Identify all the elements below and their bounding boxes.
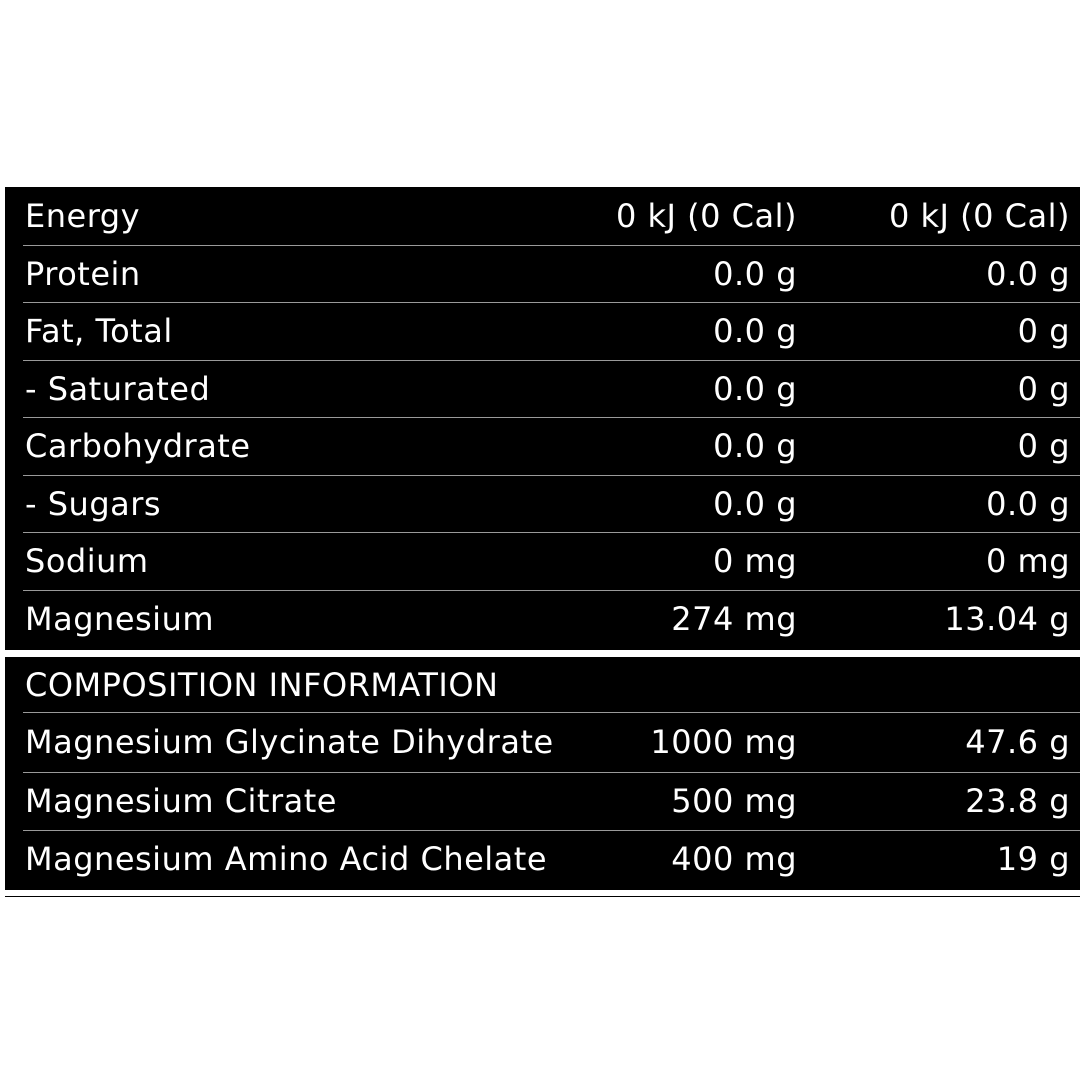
- table-cell: 47.6 g: [965, 723, 1070, 761]
- table-cell: Sodium: [25, 542, 149, 580]
- table-cell: 0 kJ (0 Cal): [615, 197, 797, 235]
- table-cell: Magnesium: [25, 599, 215, 638]
- table-cell: 0 mg: [712, 542, 797, 580]
- table-cell: Magnesium Citrate: [25, 781, 337, 820]
- table-cell: 0 g: [1017, 369, 1070, 408]
- table-cell: 0.0 g: [713, 312, 797, 350]
- table-cell: 19 g: [996, 840, 1070, 878]
- table-cell: Carbohydrate: [25, 427, 251, 465]
- table-cell: Protein: [25, 254, 141, 293]
- table-cell: 23.8 g: [965, 781, 1070, 820]
- table-cell: - Saturated: [25, 369, 211, 408]
- table-cell: 0.0 g: [713, 254, 797, 293]
- table-cell: 0.0 g: [986, 254, 1070, 293]
- section-divider: [5, 650, 1080, 657]
- table-cell: Energy: [25, 197, 141, 235]
- table-cell: 13.04 g: [944, 599, 1070, 638]
- table-cell: Magnesium Glycinate Dihydrate: [25, 723, 554, 761]
- table-cell: 400 mg: [671, 840, 797, 878]
- table-cell: Fat, Total: [25, 312, 173, 350]
- table-cell: Magnesium Amino Acid Chelate: [25, 840, 548, 878]
- table-cell: 500 mg: [671, 781, 797, 820]
- row-separator: [23, 532, 1080, 533]
- table-cell: 0 mg: [985, 542, 1070, 580]
- row-separator: [23, 830, 1080, 831]
- table-cell: - Sugars: [25, 484, 162, 523]
- table-cell: 0.0 g: [713, 484, 797, 523]
- table-cell: 0 kJ (0 Cal): [888, 197, 1070, 235]
- bottom-divider: [5, 889, 1080, 896]
- row-separator: [23, 244, 1080, 246]
- table-cell: 0.0 g: [713, 427, 797, 465]
- table-cell: 1000 mg: [650, 723, 797, 761]
- nutrition-panel: Energy 0 kJ (0 Cal) 0 kJ (0 Cal) Protein 0.0…: [5, 187, 1080, 897]
- table-cell: 0.0 g: [986, 484, 1070, 523]
- row-separator: [23, 359, 1080, 361]
- row-separator: [23, 417, 1080, 418]
- section-title: COMPOSITION INFORMATION: [25, 666, 499, 704]
- row-separator: [23, 302, 1080, 303]
- table-cell: 0 g: [1017, 312, 1070, 350]
- row-separator: [23, 771, 1080, 773]
- row-separator: [23, 474, 1080, 476]
- row-separator: [23, 589, 1080, 591]
- table-cell: 274 mg: [671, 599, 797, 638]
- row-separator: [23, 712, 1080, 713]
- table-cell: 0 g: [1017, 427, 1070, 465]
- table-cell: 0.0 g: [713, 369, 797, 408]
